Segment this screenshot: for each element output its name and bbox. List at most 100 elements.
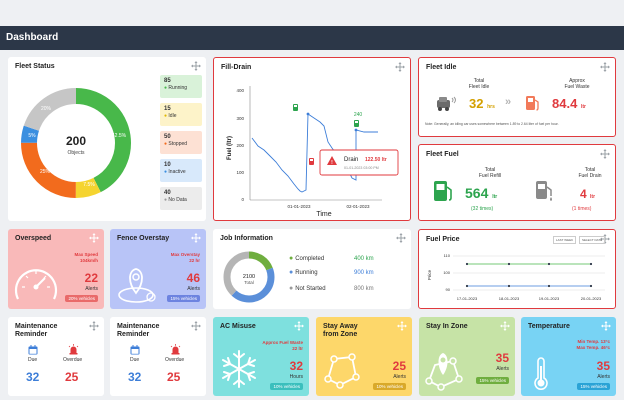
legend-nodata[interactable]: 40 ● No Data — [160, 187, 202, 210]
donut-segment-nodata[interactable] — [21, 88, 131, 198]
fleet-idle-card[interactable]: Fleet Idle Total Fleet Idle 32 hrs » Appr… — [418, 57, 616, 137]
x-tick-label: 19-01-2023 — [539, 296, 560, 301]
move-icon[interactable] — [191, 233, 201, 243]
fleet-fuel-card[interactable]: Fleet Fuel Total Fuel Refill 564 ltr (32 … — [418, 144, 616, 221]
donut-label-inactive: 5% — [28, 133, 36, 139]
ac-misuse-card[interactable]: AC Misuse Approx Fuel Waste 22 ltr 32 Hou… — [213, 317, 309, 396]
stay-in-zone-card[interactable]: Stay In Zone 35 Alerts 15% vehicles — [419, 317, 515, 396]
fuel-line[interactable] — [251, 113, 378, 193]
fleet-status-card[interactable]: Fleet Status 200 Objects 42.5% 7.5% 25% … — [8, 57, 206, 221]
fence-overstay-card[interactable]: Fence Overstay Max Overstay 22 hr 46 Aler… — [110, 229, 206, 309]
move-icon[interactable] — [601, 321, 611, 331]
legend-count: 15 — [164, 106, 171, 112]
fuel-refill-icon — [354, 120, 359, 127]
due-label: Due — [130, 357, 140, 363]
move-icon[interactable] — [191, 321, 201, 331]
vehicles-badge: 20% vehicles — [65, 295, 98, 302]
maintenance-reminder-card[interactable]: Maintenance Reminder Due 32 Overdue 25 — [8, 317, 104, 396]
fill-drain-card[interactable]: Fill-Drain 400 300 200 100 0 Fuel (ltr) … — [213, 57, 411, 221]
x-tick-label: 18-01-2023 — [499, 296, 520, 301]
fuel-price-chart[interactable]: Price 110 100 90 17-01-2023 18-01-2023 1… — [419, 230, 615, 308]
job-row-running[interactable]: ● Running — [289, 269, 318, 276]
label-line: 22 hr — [189, 257, 200, 263]
select-date-dropdown[interactable]: SELECT DATE — [579, 236, 606, 244]
top-band — [0, 0, 624, 26]
label-line: Fleet Idle — [468, 84, 490, 90]
move-icon[interactable] — [600, 149, 610, 159]
card-title: Stay Away from Zone — [323, 323, 358, 339]
fuel-drain-icon — [309, 158, 314, 165]
legend-idle[interactable]: 15 ● Idle — [160, 103, 202, 126]
move-icon[interactable] — [395, 62, 405, 72]
alerts-value: 25 — [392, 359, 406, 373]
vehicles-badge: 10% vehicles — [270, 383, 303, 390]
fuel-price-card[interactable]: Fuel Price LAST WEEK SELECT DATE Price 1… — [418, 229, 616, 309]
vehicles-badge: 15% vehicles — [577, 383, 610, 390]
move-icon[interactable] — [191, 61, 201, 71]
alerts-value: 46 — [186, 271, 200, 285]
overspeed-card[interactable]: Overspeed Max Speed 104km/h 22 Alerts 20%… — [8, 229, 104, 309]
donut-label-nodata: 20% — [41, 106, 52, 112]
calendar-icon — [130, 345, 140, 355]
fuel-refill-icon — [293, 104, 298, 111]
move-icon[interactable] — [397, 321, 407, 331]
job-donut[interactable]: 2100 Total — [221, 249, 277, 305]
job-row-not-started[interactable]: ● Not Started — [289, 285, 326, 292]
move-icon[interactable] — [500, 321, 510, 331]
overdue-label: Overdue — [165, 357, 185, 363]
donut-segment-running[interactable] — [223, 251, 275, 303]
value: 4 — [580, 187, 587, 201]
fuel-drain-icon — [536, 181, 552, 201]
y-axis-label: Fuel (ltr) — [227, 136, 233, 160]
job-row-completed[interactable]: ● Completed — [289, 255, 324, 262]
label-line: Total — [584, 167, 596, 173]
temperature-card[interactable]: Temperature Min Temp. 13°c Max Temp. 46°c… — [521, 317, 616, 396]
x-tick-label: 17-01-2023 — [457, 296, 478, 301]
donut-segment-idle[interactable] — [21, 88, 131, 198]
drain-label: Drain — [344, 157, 358, 163]
siren-icon — [68, 344, 79, 355]
unit: ltr — [580, 104, 586, 110]
x-axis-label: Time — [316, 211, 331, 218]
legend-running[interactable]: 85 ● Running — [160, 75, 202, 98]
donut-segment-not-started[interactable] — [223, 251, 275, 303]
last-week-dropdown[interactable]: LAST WEEK — [553, 236, 577, 244]
fuel-pump-icon — [526, 96, 539, 111]
move-icon[interactable] — [600, 62, 610, 72]
label-line: Fuel Drain — [578, 173, 602, 179]
alerts-label: Alerts — [496, 366, 509, 372]
title-line: Stay Away — [323, 323, 358, 330]
move-icon[interactable] — [294, 321, 304, 331]
zone-pin-icon — [425, 353, 463, 391]
card-title: Stay In Zone — [426, 323, 468, 330]
move-icon[interactable] — [89, 321, 99, 331]
drain-tooltip[interactable] — [319, 149, 399, 176]
thermometer-icon — [534, 357, 548, 390]
data-point — [306, 112, 310, 116]
temp-range: Min Temp. 13°c Max Temp. 46°c — [577, 339, 610, 350]
job-information-card[interactable]: Job Information 2100 Total ● Completed 4… — [213, 229, 411, 309]
donut-center-value: 2100 — [243, 274, 255, 280]
legend-label: Stopped — [168, 141, 188, 147]
donut-segment-stopped[interactable] — [21, 88, 131, 198]
legend-dot: ● — [164, 113, 169, 119]
siren-icon — [170, 344, 181, 355]
zone-polygon-icon — [324, 353, 360, 389]
alerts-value: 35 — [596, 359, 610, 373]
legend-inactive[interactable]: 10 ● Inactive — [160, 159, 202, 182]
label-line: Approx Fuel Waste — [262, 340, 303, 345]
move-icon[interactable] — [89, 233, 99, 243]
move-icon[interactable] — [396, 233, 406, 243]
legend-stopped[interactable]: 50 ● Stopped — [160, 131, 202, 154]
fleet-status-donut[interactable]: 200 Objects 42.5% 7.5% 25% 5% 20% — [18, 85, 134, 201]
card-title: Temperature — [528, 323, 570, 330]
maintenance-reminder-card[interactable]: Maintenance Reminder Due 32 Overdue 25 — [110, 317, 206, 396]
fuel-waste-label: Approx Fuel Waste — [559, 78, 595, 90]
card-title: Overspeed — [15, 235, 52, 242]
warning-icon-glyph: ! — [331, 160, 333, 166]
label-line: 104km/h — [79, 257, 98, 263]
stay-away-card[interactable]: Stay Away from Zone 25 Alerts 10% vehicle… — [316, 317, 412, 396]
vehicles-badge: 15% vehicles — [167, 295, 200, 302]
donut-center-label: Total — [244, 280, 254, 285]
fill-drain-chart[interactable]: 400 300 200 100 0 Fuel (ltr) 01-01-2023 … — [214, 58, 410, 220]
